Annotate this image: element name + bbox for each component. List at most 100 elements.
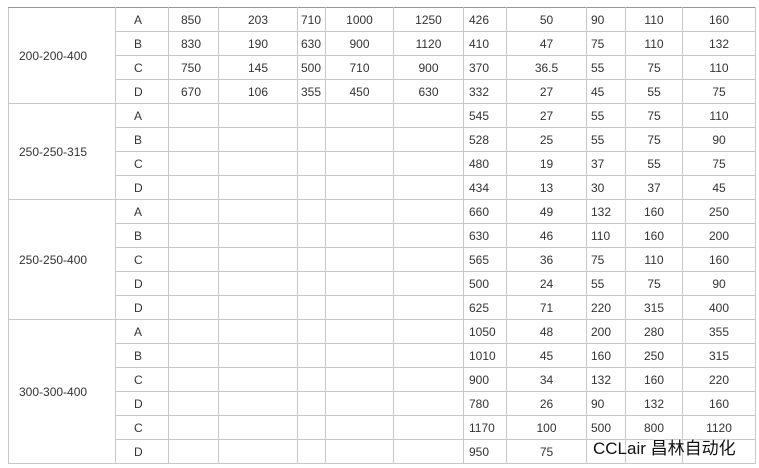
value-cell: 750 bbox=[168, 55, 219, 80]
table-row: D 434 13 30 37 45 bbox=[9, 175, 756, 200]
variant-cell: D bbox=[115, 295, 169, 320]
value-cell bbox=[218, 295, 298, 320]
value-cell: 90 bbox=[682, 127, 756, 152]
value-cell bbox=[218, 199, 298, 224]
value-cell bbox=[325, 175, 394, 200]
value-cell bbox=[218, 175, 298, 200]
value-cell bbox=[168, 319, 219, 344]
model-cell: 200-200-400 bbox=[8, 7, 116, 104]
value-cell bbox=[218, 343, 298, 368]
value-cell: 1170 bbox=[463, 415, 507, 440]
value-cell: 710 bbox=[297, 7, 326, 32]
value-cell: 106 bbox=[218, 79, 298, 104]
variant-cell: C bbox=[115, 55, 169, 80]
value-cell: 110 bbox=[625, 31, 683, 56]
value-cell: 45 bbox=[506, 343, 587, 368]
variant-cell: D bbox=[115, 271, 169, 296]
value-cell: 55 bbox=[586, 127, 626, 152]
value-cell bbox=[297, 127, 326, 152]
value-cell: 45 bbox=[682, 175, 756, 200]
value-cell bbox=[168, 415, 219, 440]
value-cell: 36.5 bbox=[506, 55, 587, 80]
value-cell: 26 bbox=[506, 391, 587, 416]
value-cell: 1010 bbox=[463, 343, 507, 368]
value-cell: 160 bbox=[682, 391, 756, 416]
value-cell: 220 bbox=[682, 367, 756, 392]
value-cell bbox=[168, 223, 219, 248]
table-row: 250-250-315 A 545 27 55 75 110 bbox=[8, 103, 756, 200]
value-cell: 75 bbox=[682, 79, 756, 104]
value-cell: 75 bbox=[586, 31, 626, 56]
value-cell bbox=[218, 367, 298, 392]
value-cell bbox=[325, 367, 394, 392]
value-cell bbox=[393, 175, 464, 200]
value-cell: 280 bbox=[625, 319, 683, 344]
value-cell: 13 bbox=[506, 175, 587, 200]
value-cell bbox=[168, 295, 219, 320]
value-cell: 780 bbox=[463, 391, 507, 416]
table-row: B 1010 45 160 250 315 bbox=[9, 343, 756, 368]
value-cell bbox=[393, 391, 464, 416]
variant-cell: D bbox=[115, 79, 169, 104]
value-cell bbox=[393, 247, 464, 272]
value-cell bbox=[393, 439, 464, 464]
value-cell: 100 bbox=[506, 415, 587, 440]
value-cell: 55 bbox=[586, 271, 626, 296]
value-cell: 110 bbox=[625, 247, 683, 272]
value-cell: 1120 bbox=[682, 415, 756, 440]
value-cell: 49 bbox=[506, 199, 587, 224]
value-cell: 355 bbox=[297, 79, 326, 104]
variant-cell: A bbox=[115, 319, 169, 344]
value-cell bbox=[297, 223, 326, 248]
value-cell bbox=[218, 103, 298, 128]
value-cell: 75 bbox=[586, 247, 626, 272]
value-cell bbox=[218, 415, 298, 440]
value-cell bbox=[218, 439, 298, 464]
value-cell: 450 bbox=[325, 79, 394, 104]
value-cell: 332 bbox=[463, 79, 507, 104]
value-cell bbox=[393, 223, 464, 248]
value-cell bbox=[168, 343, 219, 368]
value-cell: 250 bbox=[682, 199, 756, 224]
value-cell: 160 bbox=[682, 7, 756, 32]
value-cell: 50 bbox=[506, 7, 587, 32]
value-cell bbox=[218, 127, 298, 152]
value-cell: 75 bbox=[625, 127, 683, 152]
value-cell bbox=[297, 199, 326, 224]
value-cell bbox=[168, 103, 219, 128]
value-cell bbox=[297, 175, 326, 200]
value-cell: 220 bbox=[586, 295, 626, 320]
value-cell: 160 bbox=[586, 343, 626, 368]
value-cell: 19 bbox=[506, 151, 587, 176]
value-cell: 34 bbox=[506, 367, 587, 392]
value-cell bbox=[168, 367, 219, 392]
watermark: CCLair 昌林自动化 bbox=[593, 439, 736, 458]
value-cell bbox=[393, 415, 464, 440]
value-cell bbox=[393, 367, 464, 392]
table-row: D 780 26 90 132 160 bbox=[9, 391, 756, 416]
value-cell: 160 bbox=[625, 199, 683, 224]
value-cell bbox=[325, 415, 394, 440]
value-cell: 410 bbox=[463, 31, 507, 56]
value-cell bbox=[168, 391, 219, 416]
value-cell bbox=[297, 415, 326, 440]
table-row: B 528 25 55 75 90 bbox=[9, 127, 756, 152]
table-row: C 480 19 37 55 75 bbox=[9, 151, 756, 176]
table-row: D 670 106 355 450 630 332 27 45 55 75 bbox=[9, 79, 756, 104]
variant-cell: D bbox=[115, 439, 169, 464]
value-cell: 315 bbox=[625, 295, 683, 320]
value-cell: 37 bbox=[625, 175, 683, 200]
value-cell: 565 bbox=[463, 247, 507, 272]
value-cell bbox=[393, 295, 464, 320]
value-cell: 545 bbox=[463, 103, 507, 128]
table-row: C 900 34 132 160 220 bbox=[9, 367, 756, 392]
value-cell bbox=[325, 343, 394, 368]
table-row: 200-200-400 A 850 203 710 1000 1250 426 50 90 110 1… bbox=[8, 7, 756, 104]
value-cell bbox=[393, 127, 464, 152]
value-cell: 132 bbox=[586, 199, 626, 224]
value-cell: 315 bbox=[682, 343, 756, 368]
value-cell: 27 bbox=[506, 103, 587, 128]
value-cell: 160 bbox=[682, 247, 756, 272]
value-cell: 400 bbox=[682, 295, 756, 320]
value-cell: 355 bbox=[682, 319, 756, 344]
